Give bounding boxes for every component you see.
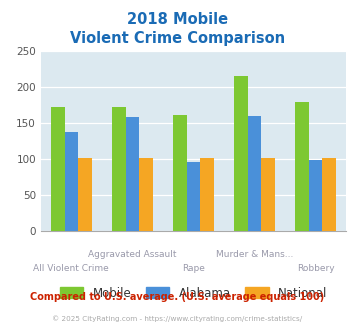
Text: All Violent Crime: All Violent Crime [33, 264, 109, 273]
Bar [200, 158, 214, 231]
Bar [322, 158, 336, 231]
Text: Violent Crime Comparison: Violent Crime Comparison [70, 31, 285, 46]
Bar [139, 158, 153, 231]
Bar [248, 116, 261, 231]
Text: Aggravated Assault: Aggravated Assault [88, 250, 177, 259]
Bar [51, 107, 65, 231]
Bar [234, 76, 248, 231]
Text: © 2025 CityRating.com - https://www.cityrating.com/crime-statistics/: © 2025 CityRating.com - https://www.city… [53, 315, 302, 322]
Bar [173, 115, 187, 231]
Bar [309, 160, 322, 231]
Bar [112, 107, 126, 231]
Bar [126, 117, 139, 231]
Legend: Mobile, Alabama, National: Mobile, Alabama, National [55, 282, 332, 304]
Bar [187, 162, 200, 231]
Text: Murder & Mans...: Murder & Mans... [216, 250, 293, 259]
Text: 2018 Mobile: 2018 Mobile [127, 12, 228, 26]
Bar [65, 132, 78, 231]
Bar [295, 102, 309, 231]
Text: Rape: Rape [182, 264, 205, 273]
Bar [261, 158, 275, 231]
Bar [78, 158, 92, 231]
Text: Compared to U.S. average. (U.S. average equals 100): Compared to U.S. average. (U.S. average … [31, 292, 324, 302]
Text: Robbery: Robbery [297, 264, 334, 273]
